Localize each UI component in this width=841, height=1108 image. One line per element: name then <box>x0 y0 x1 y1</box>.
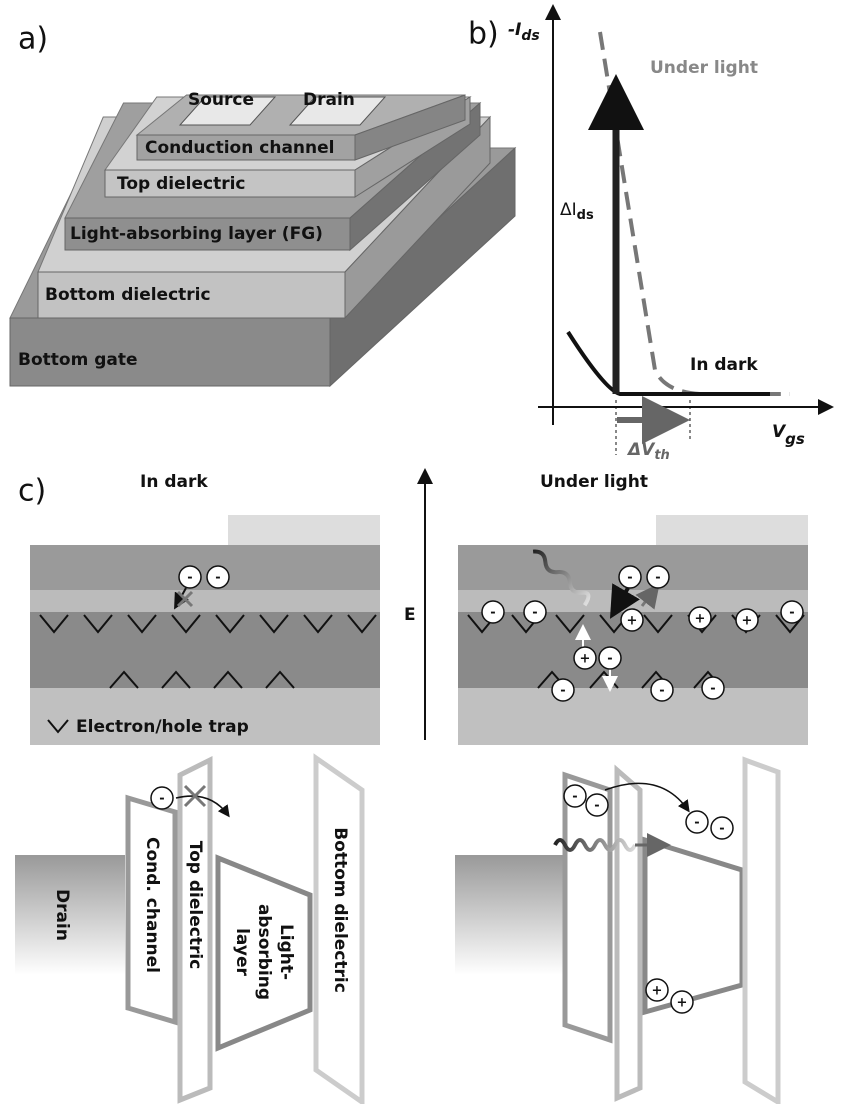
layer-label: Drain <box>52 889 72 941</box>
charge-sign: + <box>695 612 706 627</box>
charge-sign: - <box>655 571 660 586</box>
figure: a) Source Drain Conduction channel Top d… <box>0 0 841 1104</box>
drain-contact <box>455 855 565 975</box>
field-label: E <box>404 605 416 625</box>
charge-sign: - <box>594 799 599 814</box>
charge-sign: - <box>694 816 699 831</box>
layer <box>30 545 380 590</box>
light-curve <box>600 32 790 394</box>
cross-sections <box>30 515 808 745</box>
contact <box>228 515 380 545</box>
layer-label: Bottom gate <box>18 350 138 370</box>
layer-label: Bottom dielectric <box>45 285 211 305</box>
charge-sign: - <box>532 606 537 621</box>
panel-label: c) <box>18 474 46 509</box>
charge-sign: - <box>572 790 577 805</box>
curve-label: In dark <box>690 355 758 375</box>
layer-label: Drain <box>303 90 355 110</box>
charge-sign: + <box>742 614 753 629</box>
layer-label: Conduction channel <box>145 138 334 158</box>
layer-label: Light-absorbing layer (FG) <box>70 224 323 244</box>
layer-label: Source <box>188 90 254 110</box>
layer-label: Top dielectric <box>185 841 205 969</box>
bands <box>128 758 778 1102</box>
panel-label: b) <box>468 17 499 52</box>
charge-sign: - <box>789 606 794 621</box>
dielectric-band <box>617 770 640 1098</box>
charge-sign: - <box>490 606 495 621</box>
subpanel-title: Under light <box>540 472 648 492</box>
charge-sign: - <box>719 822 724 837</box>
charge-sign: - <box>659 684 664 699</box>
charge-sign: - <box>215 571 220 586</box>
layer-label: absorbing <box>254 904 274 1000</box>
charge-sign: + <box>580 652 591 667</box>
contact <box>656 515 808 545</box>
charge-sign: + <box>652 984 663 999</box>
charge-sign: - <box>560 684 565 699</box>
layer-label: Top dielectric <box>117 174 245 194</box>
layer-label: Light- <box>276 924 296 980</box>
layer-label: layer <box>232 928 252 976</box>
delta-label: ΔVth <box>626 440 670 463</box>
charge-sign: + <box>627 614 638 629</box>
layer-label: Cond. channel <box>142 837 162 973</box>
panel-label: a) <box>18 22 48 57</box>
curve-label: Under light <box>650 58 758 78</box>
legend-label: Electron/hole trap <box>76 717 249 737</box>
layer-label: Bottom dielectric <box>330 827 350 993</box>
charge-sign: + <box>677 996 688 1011</box>
axis-label: Vgs <box>772 422 805 448</box>
dielectric-band <box>745 760 778 1102</box>
charge-sign: - <box>187 571 192 586</box>
axis-label: -Ids <box>508 20 540 44</box>
subpanel-title: In dark <box>140 472 208 492</box>
charge-sign: - <box>159 792 164 807</box>
charge-sign: - <box>627 571 632 586</box>
layer <box>30 612 380 688</box>
delta-label: ΔIds <box>560 200 594 223</box>
charge-sign: - <box>710 682 715 697</box>
layer <box>30 590 380 612</box>
charge-sign: - <box>607 652 612 667</box>
layer <box>458 688 808 745</box>
